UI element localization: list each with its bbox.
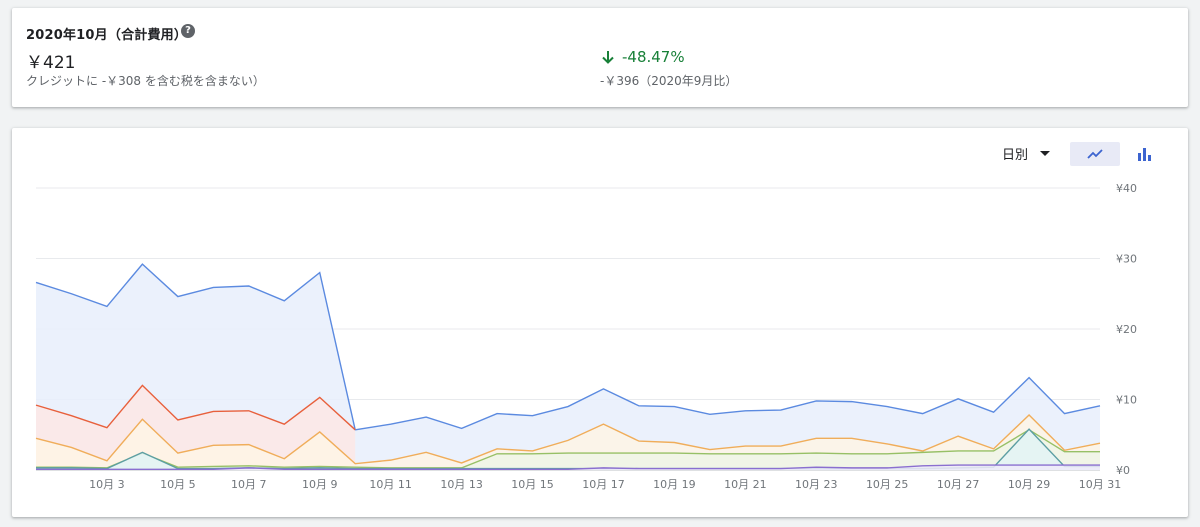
credit-note: クレジットに -￥308 を含む税を含まない） [26, 74, 265, 88]
series-line-0 [35, 384, 356, 431]
bar-view-button[interactable] [1126, 142, 1162, 166]
summary-title: 2020年10月（合計費用） [26, 28, 188, 43]
x-tick-label: 10月 27 [937, 478, 980, 491]
x-tick-label: 10月 23 [795, 478, 838, 491]
change-indicator: -48.47% [600, 48, 685, 66]
x-tick-label: 10月 25 [866, 478, 909, 491]
x-tick-label: 10月 19 [653, 478, 696, 491]
x-tick-label: 10月 13 [440, 478, 483, 491]
y-tick-label: ¥0 [1116, 464, 1130, 477]
x-tick-label: 10月 7 [231, 478, 267, 491]
change-percent: -48.47% [622, 48, 685, 66]
y-tick-label: ¥40 [1116, 182, 1137, 195]
series-area-2 [36, 429, 1100, 470]
bar-chart-icon [1138, 148, 1151, 161]
series-line-2 [36, 428, 1100, 469]
x-tick-label: 10月 3 [89, 478, 125, 491]
series-line-5 [35, 263, 1101, 431]
series-area-4 [36, 465, 1100, 470]
chevron-down-icon [1040, 151, 1051, 156]
x-tick-label: 10月 15 [511, 478, 554, 491]
line-view-button[interactable] [1070, 142, 1120, 166]
y-tick-label: ¥10 [1116, 394, 1137, 407]
x-tick-label: 10月 5 [160, 478, 196, 491]
previous-period-note: -￥396（2020年9月比） [600, 74, 738, 88]
y-tick-label: ¥20 [1116, 323, 1137, 336]
period-select[interactable]: 日別 [1002, 144, 1051, 163]
help-icon[interactable]: ? [181, 24, 195, 38]
arrow-down-icon [602, 51, 614, 64]
series-area-0 [36, 385, 356, 470]
y-tick-label: ¥30 [1116, 253, 1137, 266]
period-label: 日別 [1002, 148, 1029, 163]
x-tick-label: 10月 9 [302, 478, 338, 491]
cost-chart: ¥0 ¥10 ¥20 ¥30 ¥40 10月 3 10月 5 10月 7 10月 9 10月 11… [35, 182, 1137, 491]
x-tick-label: 10月 11 [369, 478, 412, 491]
series-area-3 [36, 429, 1100, 470]
series-line-1 [35, 414, 1101, 465]
summary-card: 2020年10月（合計費用） ? ￥421 クレジットに -￥308 を含む税を… [12, 8, 1188, 107]
total-cost: ￥421 [26, 53, 76, 73]
chart-card: 日別 ¥0 ¥10 ¥20 ¥30 ¥40 10月 3 10月 5 10月 7 10月 9 10月… [12, 128, 1188, 517]
series-line-4 [36, 464, 1100, 470]
x-tick-label: 10月 21 [724, 478, 767, 491]
x-tick-label: 10月 17 [582, 478, 625, 491]
line-chart-icon [1087, 149, 1103, 159]
x-tick-label: 10月 29 [1008, 478, 1051, 491]
x-tick-label: 10月 31 [1079, 478, 1122, 491]
